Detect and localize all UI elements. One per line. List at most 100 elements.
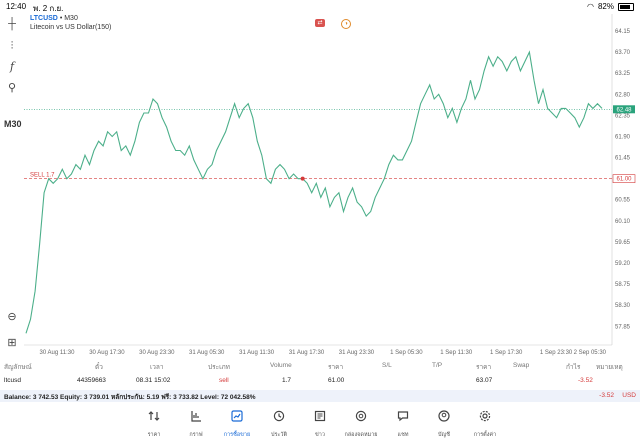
row-symbol: ltcusd bbox=[4, 377, 21, 384]
x-tick-label: 31 Aug 05:30 bbox=[189, 350, 225, 356]
chat-icon bbox=[397, 411, 409, 422]
nav-settings[interactable]: การตั้งค่า bbox=[467, 409, 503, 439]
nav-history-label: ประวัติ bbox=[270, 432, 288, 438]
current-price-tag: 62.48 bbox=[613, 105, 635, 114]
crosshair-icon[interactable]: ┼ bbox=[8, 18, 16, 30]
status-date: พ. 2 ก.ย. bbox=[33, 4, 64, 13]
header-swap[interactable]: Swap bbox=[513, 362, 530, 369]
symbol-name[interactable]: LTCUSD bbox=[30, 15, 58, 22]
y-tick-label: 62.80 bbox=[615, 92, 631, 98]
position-row[interactable]: ltcusd 44359663 08.31 15:02 sell 1.7 61.… bbox=[0, 375, 640, 387]
header-type[interactable]: ประเภท bbox=[208, 364, 230, 371]
battery-icon bbox=[618, 2, 634, 11]
row-volume: 1.7 bbox=[282, 377, 292, 384]
row-type: sell bbox=[219, 377, 229, 384]
y-tick-label: 61.45 bbox=[615, 156, 631, 162]
x-tick-label: 31 Aug 17:30 bbox=[289, 350, 325, 356]
timeframe-label[interactable]: M30 bbox=[4, 119, 22, 129]
one-click-trading-icon[interactable]: ⇄ bbox=[315, 19, 325, 27]
y-tick-label: 63.70 bbox=[615, 50, 631, 56]
positions-header: สัญลักษณ์ ตั๋ว เวลา ประเภท Volume ราคา S… bbox=[0, 360, 640, 372]
nav-chart[interactable]: กราฟ bbox=[178, 409, 214, 439]
header-time[interactable]: เวลา bbox=[150, 364, 164, 371]
x-tick-label: 1 Sep 17:30 bbox=[490, 350, 523, 356]
header-volume[interactable]: Volume bbox=[270, 362, 292, 369]
total-profit: -3.52 bbox=[599, 392, 614, 399]
x-tick-label: 2 Sep 05:30 bbox=[574, 350, 607, 356]
y-tick-label: 64.15 bbox=[615, 29, 631, 35]
price-series-line bbox=[25, 50, 603, 334]
sell-price-tag-text: 61.00 bbox=[616, 177, 632, 183]
header-tp[interactable]: T/P bbox=[432, 362, 443, 369]
chart-toolbar: ┼ ⫶ f ⚲ M30 ⊖ ⊞ bbox=[0, 13, 22, 349]
x-tick-label: 30 Aug 23:30 bbox=[139, 350, 175, 356]
row-time: 08.31 15:02 bbox=[136, 377, 171, 384]
y-tick-label: 59.65 bbox=[615, 240, 631, 246]
bottom-nav: ราคา กราฟ การซื้อขาย ประวัติ ข่าว กล่องจ… bbox=[0, 405, 640, 447]
signal-icon[interactable]: ◑ bbox=[341, 19, 351, 29]
account-currency: USD bbox=[622, 392, 636, 399]
nav-mailbox-label: กล่องจดหมาย bbox=[344, 432, 378, 438]
header-ticket[interactable]: ตั๋ว bbox=[95, 364, 103, 371]
battery-percent: 82% bbox=[597, 2, 614, 11]
y-tick-label: 59.20 bbox=[615, 261, 631, 267]
objects-icon[interactable]: ⚲ bbox=[7, 82, 17, 94]
nav-account[interactable]: บัญชี bbox=[426, 409, 462, 439]
balance-summary: Balance: 3 742.53 Equity: 3 739.01 หลักป… bbox=[4, 394, 256, 401]
row-ticket: 44359663 bbox=[77, 377, 106, 384]
zoom-icon[interactable]: ⊖ bbox=[7, 311, 17, 323]
symbol-description: Litecoin vs US Dollar(150) bbox=[30, 24, 112, 31]
settings-icon bbox=[479, 410, 491, 422]
x-tick-label: 31 Aug 11:30 bbox=[239, 350, 275, 356]
nav-mailbox[interactable]: กล่องจดหมาย bbox=[343, 409, 379, 439]
row-open-price: 61.00 bbox=[328, 377, 345, 384]
header-symbol[interactable]: สัญลักษณ์ bbox=[4, 364, 32, 371]
x-tick-label: 30 Aug 11:30 bbox=[40, 350, 76, 356]
y-tick-label: 62.35 bbox=[615, 113, 631, 119]
account-icon bbox=[438, 410, 450, 422]
nav-trade-label: การซื้อขาย bbox=[223, 432, 251, 438]
header-comment[interactable]: หมายเหตุ bbox=[596, 364, 623, 371]
price-chart[interactable]: 64.15 63.70 63.25 62.80 62.35 61.90 61.45 61.00… bbox=[0, 0, 640, 360]
y-tick-label: 63.25 bbox=[615, 71, 631, 77]
trade-icon bbox=[231, 410, 243, 422]
sell-entry-marker[interactable] bbox=[300, 176, 305, 181]
nav-chat-label: แชท bbox=[397, 432, 409, 438]
nav-trade[interactable]: การซื้อขาย bbox=[219, 409, 255, 439]
nav-settings-label: การตั้งค่า bbox=[473, 432, 497, 438]
sell-price-tag: 61.00 bbox=[612, 174, 636, 183]
x-tick-label: 31 Aug 23:30 bbox=[339, 350, 375, 356]
status-right: ◠ 82% bbox=[587, 2, 634, 11]
header-current-price[interactable]: ราคา bbox=[476, 364, 492, 371]
header-price[interactable]: ราคา bbox=[328, 364, 344, 371]
row-current-price: 63.07 bbox=[476, 377, 493, 384]
balance-bar: Balance: 3 742.53 Equity: 3 739.01 หลักป… bbox=[0, 390, 640, 402]
chart-title: LTCUSD • M30 Litecoin vs US Dollar(150) bbox=[30, 14, 111, 32]
new-order-icon[interactable]: ⊞ bbox=[7, 337, 17, 349]
nav-quotes-label: ราคา bbox=[147, 432, 161, 438]
status-bar: 12:40 พ. 2 ก.ย. ◠ 82% bbox=[0, 0, 640, 13]
x-tick-label: 1 Sep 11:30 bbox=[440, 350, 473, 356]
news-icon bbox=[314, 410, 326, 422]
nav-news[interactable]: ข่าว bbox=[302, 409, 338, 439]
y-tick-label: 58.30 bbox=[615, 303, 631, 309]
header-profit[interactable]: กำไร bbox=[566, 364, 581, 371]
mailbox-icon bbox=[355, 410, 367, 422]
y-tick-label: 58.75 bbox=[615, 282, 631, 288]
y-tick-label: 61.90 bbox=[615, 134, 631, 140]
nav-quotes[interactable]: ราคา bbox=[136, 409, 172, 439]
y-tick-label: 60.55 bbox=[615, 198, 631, 204]
nav-history[interactable]: ประวัติ bbox=[261, 409, 297, 439]
nav-chart-label: กราฟ bbox=[189, 432, 203, 438]
wifi-icon: ◠ bbox=[587, 2, 594, 11]
status-time: 12:40 bbox=[6, 2, 27, 11]
sell-order-label[interactable]: SELL 1.7 bbox=[30, 173, 55, 179]
x-tick-label: 1 Sep 05:30 bbox=[390, 350, 423, 356]
y-tick-label: 57.85 bbox=[615, 324, 631, 330]
nav-chat[interactable]: แชท bbox=[385, 409, 421, 439]
header-sl[interactable]: S/L bbox=[382, 362, 392, 369]
quotes-icon bbox=[148, 411, 160, 421]
row-profit: -3.52 bbox=[578, 377, 593, 384]
function-icon[interactable]: f bbox=[9, 60, 15, 73]
indicators-icon[interactable]: ⫶ bbox=[10, 40, 14, 52]
